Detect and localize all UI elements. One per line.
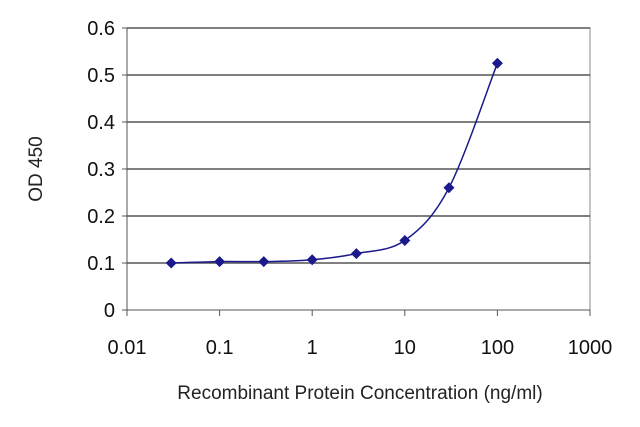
data-point bbox=[491, 57, 503, 69]
data-point bbox=[258, 256, 270, 268]
data-points bbox=[165, 57, 503, 269]
y-tick-label: 0.6 bbox=[87, 18, 115, 40]
data-point bbox=[306, 254, 318, 266]
x-axis: 0.01 0.1 1 10 100 1000 bbox=[108, 309, 613, 359]
y-axis-title: OD 450 bbox=[26, 136, 47, 201]
y-tick-label: 0.1 bbox=[87, 253, 115, 275]
x-axis-title: Recombinant Protein Concentration (ng/ml… bbox=[177, 383, 542, 404]
y-axis: 0 0.1 0.2 0.3 0.4 0.5 0.6 bbox=[87, 18, 128, 322]
grid-lines bbox=[127, 27, 590, 264]
data-point bbox=[165, 257, 177, 269]
fit-curve bbox=[171, 62, 499, 264]
x-tick-label: 1000 bbox=[568, 337, 613, 359]
x-tick-label: 10 bbox=[394, 337, 416, 359]
x-tick-label: 100 bbox=[481, 337, 514, 359]
data-point bbox=[399, 234, 411, 246]
y-tick-label: 0.5 bbox=[87, 65, 115, 87]
y-tick-label: 0.4 bbox=[87, 112, 115, 134]
y-tick-label: 0 bbox=[104, 300, 115, 322]
x-tick-label: 1 bbox=[307, 337, 318, 359]
x-tick-label: 0.01 bbox=[108, 337, 147, 359]
data-point bbox=[443, 182, 455, 194]
y-tick-label: 0.3 bbox=[87, 159, 115, 181]
data-point bbox=[214, 256, 226, 268]
x-tick-label: 0.1 bbox=[206, 337, 234, 359]
data-point bbox=[350, 248, 362, 260]
y-tick-label: 0.2 bbox=[87, 206, 115, 228]
